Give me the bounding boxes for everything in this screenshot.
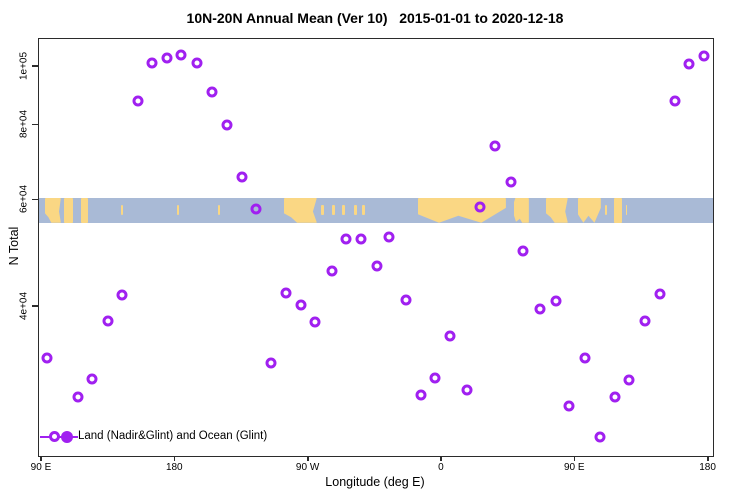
land-speck — [353, 205, 357, 216]
map-band — [39, 197, 713, 223]
land-speck — [604, 205, 607, 216]
land-speck — [176, 205, 179, 216]
data-point — [295, 299, 307, 311]
data-point — [474, 201, 486, 213]
data-point — [132, 95, 144, 107]
land-patch — [545, 197, 568, 223]
data-point — [415, 389, 427, 401]
data-point — [461, 384, 473, 396]
data-point — [579, 352, 591, 364]
x-tick-label: 90 W — [295, 462, 320, 473]
legend-filled-circle-marker — [61, 430, 73, 443]
x-axis-label: Longitude (deg E) — [325, 475, 425, 489]
data-point — [698, 50, 710, 62]
data-point — [116, 289, 128, 301]
data-point — [146, 57, 158, 69]
land-speck — [121, 205, 124, 216]
data-point — [563, 400, 575, 412]
y-axis-label: N Total — [7, 226, 21, 266]
data-point — [86, 373, 98, 385]
data-point — [41, 352, 53, 364]
data-point — [161, 52, 173, 64]
data-point — [250, 203, 262, 215]
data-point — [594, 431, 606, 443]
y-tick-label: 1e+05 — [18, 51, 30, 80]
y-tick-label: 8e+04 — [18, 110, 30, 139]
y-tick-label: 4e+04 — [18, 291, 30, 320]
chart-title: 10N-20N Annual Mean (Ver 10) 2015-01-01 … — [186, 10, 564, 26]
x-tick — [173, 456, 176, 461]
y-tick — [32, 305, 38, 307]
data-point — [371, 260, 383, 272]
y-tick — [32, 123, 38, 126]
x-tick — [573, 456, 576, 461]
data-point — [265, 357, 277, 369]
legend-label: Land (Nadir&Glint) and Ocean (Glint) — [78, 430, 268, 442]
land-speck — [331, 205, 335, 216]
data-point — [221, 119, 233, 131]
data-point — [534, 303, 546, 315]
data-point — [669, 95, 681, 107]
data-point — [102, 315, 114, 327]
data-point — [383, 231, 395, 243]
land-patch — [44, 197, 61, 223]
y-tick-label: 6e+04 — [18, 185, 30, 214]
data-point — [340, 233, 352, 245]
data-point — [280, 287, 292, 299]
data-point — [309, 316, 321, 328]
data-point — [517, 245, 529, 257]
land-speck — [320, 205, 324, 216]
land-patch — [417, 197, 506, 223]
land-patch — [64, 197, 73, 223]
data-point — [505, 176, 517, 188]
data-point — [444, 330, 456, 342]
legend-open-circle-marker — [49, 430, 60, 442]
data-point — [400, 294, 412, 306]
data-point — [191, 57, 203, 69]
x-tick — [707, 456, 709, 461]
data-point — [72, 391, 84, 403]
data-point — [206, 86, 218, 98]
x-tick-label: 90 E — [30, 462, 52, 473]
data-point — [609, 391, 621, 403]
land-patch — [577, 197, 601, 223]
data-point — [175, 49, 187, 61]
x-tick-label: 90 E — [563, 462, 585, 473]
data-point — [236, 171, 248, 183]
x-tick-label: 180 — [165, 462, 183, 473]
data-point — [623, 374, 635, 386]
x-tick-label: 180 — [699, 462, 716, 473]
data-point — [429, 372, 441, 384]
data-point — [550, 295, 562, 307]
data-point — [489, 140, 501, 152]
data-point — [683, 58, 695, 70]
data-point — [654, 288, 666, 300]
land-speck — [341, 205, 345, 216]
plot-area: Land (Nadir&Glint) and Ocean (Glint) — [38, 38, 714, 457]
data-point — [639, 315, 651, 327]
y-tick — [32, 198, 38, 201]
land-patch — [513, 197, 529, 223]
land-patch — [80, 197, 88, 223]
land-patch — [613, 197, 622, 223]
x-tick — [40, 456, 42, 461]
x-tick — [307, 456, 309, 461]
y-tick — [32, 65, 38, 67]
land-speck — [361, 205, 365, 216]
land-speck — [625, 205, 628, 216]
x-tick-label: 0 — [438, 462, 444, 473]
x-tick — [440, 456, 442, 461]
data-point — [355, 233, 367, 245]
data-point — [326, 265, 338, 277]
land-speck — [218, 205, 221, 216]
land-patch — [283, 197, 317, 223]
